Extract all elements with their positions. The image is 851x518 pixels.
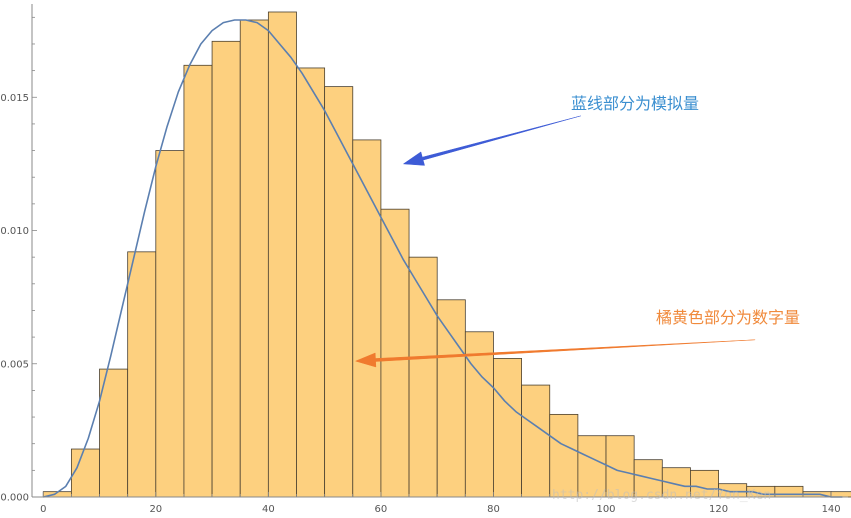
x-tick-label: 60: [375, 504, 388, 515]
histogram-bar: [690, 469, 719, 498]
histogram-bar: [380, 208, 410, 498]
x-tick-label: 100: [596, 504, 615, 515]
histogram-bar: [99, 368, 129, 498]
x-tick-label: 40: [262, 504, 275, 515]
x-tick-label: 20: [149, 504, 162, 515]
histogram-bar: [183, 64, 213, 498]
histogram-bar: [211, 40, 241, 498]
histogram-bar: [521, 384, 551, 498]
y-tick-label: 0.000: [0, 493, 29, 504]
orange-annotation-arrow: [354, 339, 756, 368]
histogram-bar: [267, 11, 297, 498]
histogram-bar: [464, 331, 494, 498]
y-tick-label: 0.010: [0, 226, 29, 237]
histogram-bar: [436, 299, 466, 498]
histogram-bars: [42, 11, 851, 498]
histogram-bar: [549, 413, 579, 498]
histogram-bar: [296, 67, 326, 498]
x-tick-label: 120: [709, 504, 728, 515]
histogram-bar: [493, 358, 522, 498]
blue-annotation-label: 蓝线部分为模拟量: [571, 94, 699, 113]
x-tick-label: 140: [822, 504, 841, 515]
histogram-bar: [70, 448, 100, 498]
histogram-bar: [155, 150, 185, 498]
y-tick-label: 0.015: [0, 93, 29, 104]
histogram-bar: [239, 19, 269, 498]
orange-annotation-label: 橘黄色部分为数字量: [656, 308, 800, 327]
x-tick-label: 80: [487, 504, 500, 515]
blue-annotation-arrow: [402, 115, 581, 166]
histogram-bar: [324, 86, 354, 498]
density-curve: [43, 19, 843, 498]
x-tick-label: 0: [40, 504, 46, 515]
y-tick-label: 0.005: [0, 359, 29, 370]
histogram-bar: [352, 139, 382, 498]
histogram-bar: [127, 251, 157, 498]
histogram-bar: [774, 485, 804, 498]
density-curve-layer: [43, 19, 843, 498]
watermark-text: http://blog.csdn.net/Yon_Ken: [552, 488, 771, 503]
